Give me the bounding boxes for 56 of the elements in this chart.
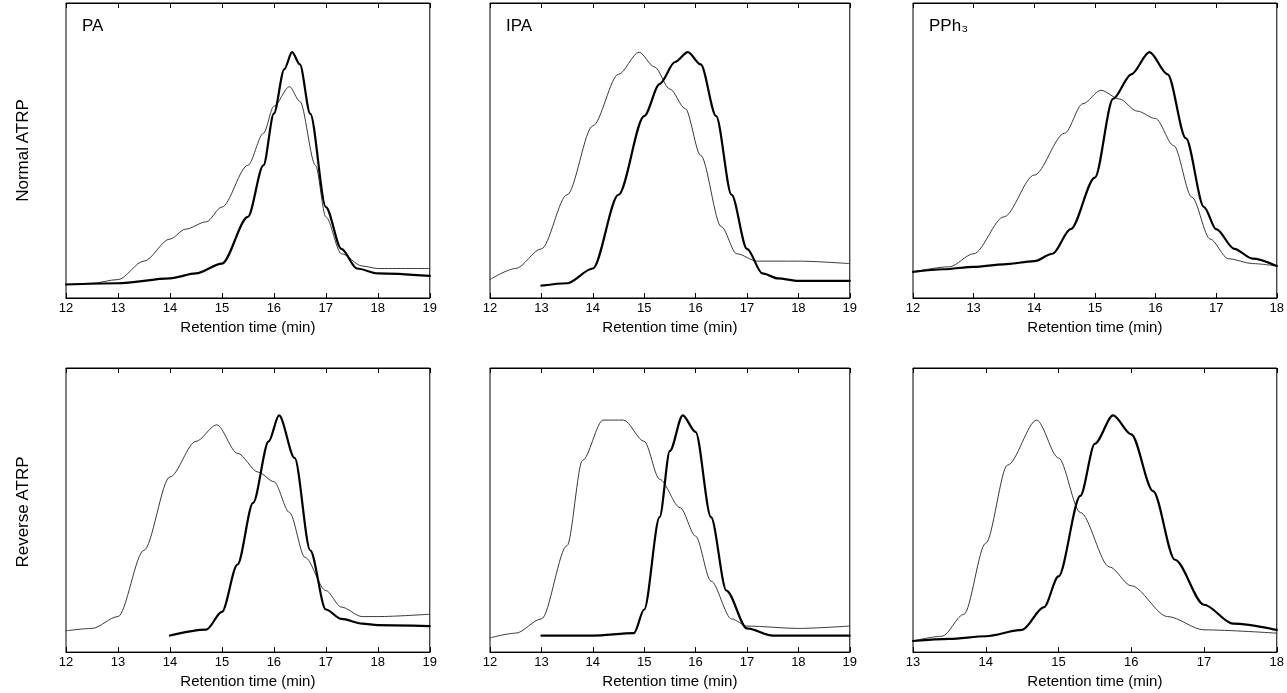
x-tick-label: 14: [585, 654, 601, 670]
x-tick-label: 16: [1148, 300, 1163, 315]
x-tick-label: 12: [482, 654, 498, 670]
x-tick-label: 17: [318, 300, 334, 315]
x-tick-label: 12: [58, 300, 74, 315]
x-axis-title: Retention time (min): [180, 672, 316, 689]
x-tick-label: 17: [739, 300, 755, 315]
x-tick-label: 13: [905, 654, 921, 670]
x-tick-label: 15: [214, 654, 230, 670]
x-tick-label: 12: [905, 300, 921, 315]
x-tick-label: 19: [422, 654, 437, 670]
x-tick-label: 19: [842, 654, 857, 670]
x-tick-label: 15: [636, 300, 652, 315]
x-axis-title: Retention time (min): [180, 317, 316, 335]
x-tick-label: 15: [1051, 654, 1066, 670]
x-axis-title: Retention time (min): [1027, 672, 1163, 689]
x-tick-label: 14: [162, 654, 178, 670]
x-tick-label: 17: [1208, 300, 1224, 315]
x-tick-label: 13: [966, 300, 981, 315]
y-axis-title: Reverse ATRP: [12, 456, 32, 568]
x-tick-label: 15: [1087, 300, 1103, 315]
x-tick-label: 16: [688, 654, 703, 670]
x-tick-label: 12: [482, 300, 498, 315]
x-tick-label: 16: [1124, 654, 1139, 670]
x-tick-label: 15: [214, 300, 230, 315]
x-tick-label: 18: [791, 300, 806, 315]
x-tick-label: 14: [1027, 300, 1042, 315]
text: PA: [82, 16, 105, 35]
x-tick-label: 16: [266, 300, 282, 315]
x-tick-label: 18: [370, 300, 386, 315]
x-tick-label: 13: [534, 300, 549, 315]
x-axis-title: Retention time (min): [602, 317, 738, 335]
x-tick-label: 13: [110, 300, 126, 315]
x-tick-label: 14: [978, 654, 993, 670]
x-tick-label: 16: [266, 654, 282, 670]
x-tick-label: 13: [534, 654, 549, 670]
x-tick-label: 15: [636, 654, 652, 670]
x-tick-label: 18: [370, 654, 386, 670]
x-axis-title: Retention time (min): [602, 672, 738, 689]
x-tick-label: 17: [1196, 654, 1212, 670]
x-tick-label: 19: [842, 300, 857, 315]
x-tick-label: 18: [1269, 300, 1284, 315]
x-tick-label: 17: [318, 654, 334, 670]
x-tick-label: 18: [791, 654, 806, 670]
text: PPh₃: [929, 16, 969, 35]
x-axis-title: Retention time (min): [1027, 317, 1163, 335]
text: IPA: [506, 16, 533, 35]
x-tick-label: 16: [688, 300, 703, 315]
x-tick-label: 12: [58, 654, 74, 670]
y-axis-title: Normal ATRP: [12, 99, 32, 202]
x-tick-label: 13: [110, 654, 126, 670]
x-tick-label: 14: [585, 300, 601, 315]
x-tick-label: 19: [422, 300, 437, 315]
x-tick-label: 17: [739, 654, 755, 670]
x-tick-label: 18: [1269, 654, 1284, 670]
x-tick-label: 14: [162, 300, 178, 315]
